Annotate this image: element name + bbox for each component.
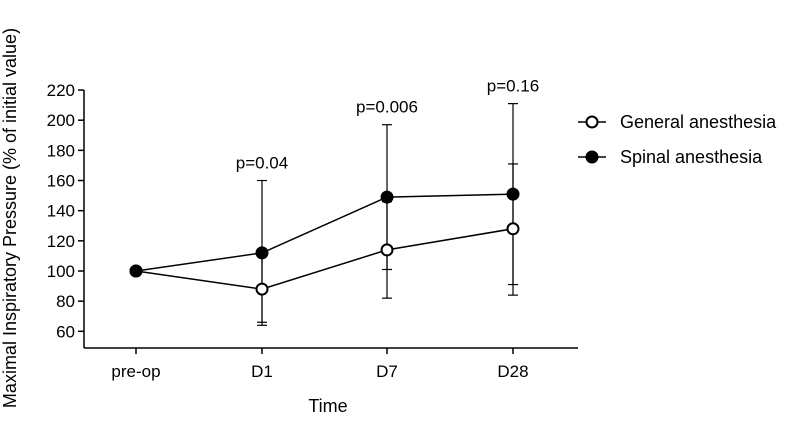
- legend-label: Spinal anesthesia: [620, 147, 763, 167]
- p-value-annotation: p=0.006: [356, 98, 418, 117]
- series-markers: [129, 187, 520, 296]
- p-value-annotation: p=0.16: [487, 77, 539, 96]
- error-bars: [257, 103, 518, 326]
- y-axis-label: Maximal Inspiratory Pressure (% of initi…: [0, 28, 20, 408]
- annotations: p=0.04 p=0.006 p=0.16: [236, 77, 539, 173]
- y-tick-label: 160: [47, 172, 75, 191]
- data-point-general: [506, 222, 520, 236]
- legend-label: General anesthesia: [620, 112, 777, 132]
- x-tick-label: D28: [497, 362, 528, 381]
- data-point-spinal: [380, 190, 394, 204]
- series-line-spinal: [135, 193, 514, 272]
- legend: General anesthesia Spinal anesthesia: [578, 112, 777, 167]
- data-point-spinal: [255, 246, 269, 260]
- x-axis-label: Time: [308, 396, 347, 416]
- y-axis-ticks: 60 80 100 120 140 160 180 200 220: [47, 81, 84, 341]
- x-tick-label: D7: [376, 362, 398, 381]
- data-point-general: [255, 282, 269, 296]
- data-point-spinal: [506, 187, 520, 201]
- y-tick-label: 100: [47, 262, 75, 281]
- x-tick-label: D1: [251, 362, 273, 381]
- y-tick-label: 220: [47, 81, 75, 100]
- y-tick-label: 200: [47, 111, 75, 130]
- series-line-general: [135, 228, 514, 290]
- y-tick-label: 120: [47, 232, 75, 251]
- legend-marker-general: [585, 115, 599, 129]
- x-tick-label: pre-op: [111, 362, 160, 381]
- x-axis-ticks: pre-op D1 D7 D28: [111, 348, 529, 381]
- series-lines: [135, 193, 514, 290]
- data-point-spinal: [129, 264, 143, 278]
- y-tick-label: 180: [47, 141, 75, 160]
- axes: [83, 90, 578, 349]
- legend-marker-spinal: [585, 150, 599, 164]
- data-point-general: [380, 243, 394, 257]
- p-value-annotation: p=0.04: [236, 154, 288, 173]
- y-tick-label: 140: [47, 202, 75, 221]
- y-tick-label: 80: [56, 292, 75, 311]
- y-tick-label: 60: [56, 322, 75, 341]
